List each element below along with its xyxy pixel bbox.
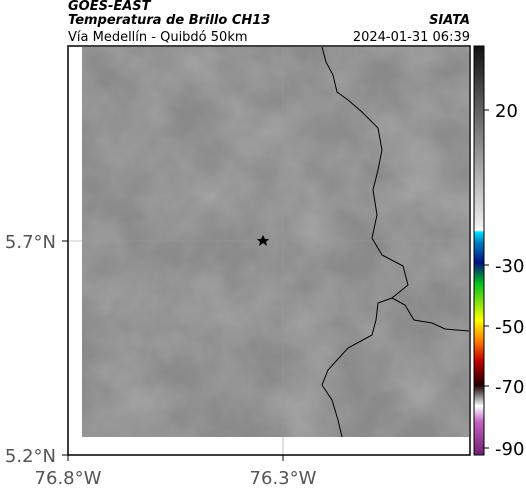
colorbar-tick-label: -90 [495,439,524,460]
product: GOES-EAST [68,0,152,14]
lon-label: 76.3°W [250,468,317,489]
colorbar-tick-label: 20 [495,101,518,122]
colorbar-tick-label: -70 [495,377,524,398]
map-frame [67,45,471,456]
border-line [321,46,409,438]
border-line [391,297,470,332]
datetime: 2024-01-31 06:39 [353,30,470,45]
lat-label: 5.2°N [5,446,56,467]
colorbar [473,45,485,456]
map-image [67,45,471,456]
colorbar-tick-label: -50 [495,317,524,338]
organization: SIATA [429,13,470,28]
location-marker [257,235,269,246]
lat-label: 5.7°N [5,232,56,253]
colorbar-tick-label: -30 [495,256,524,277]
colorbar-ticks: 20 -30 -50 -70 -90 [484,101,524,460]
cloud-texture [82,47,469,437]
subtitle: Vía Medellín - Quibdó 50km [68,30,248,45]
lon-label: 76.8°W [35,468,102,489]
title: Temperatura de Brillo CH13 [68,13,270,28]
